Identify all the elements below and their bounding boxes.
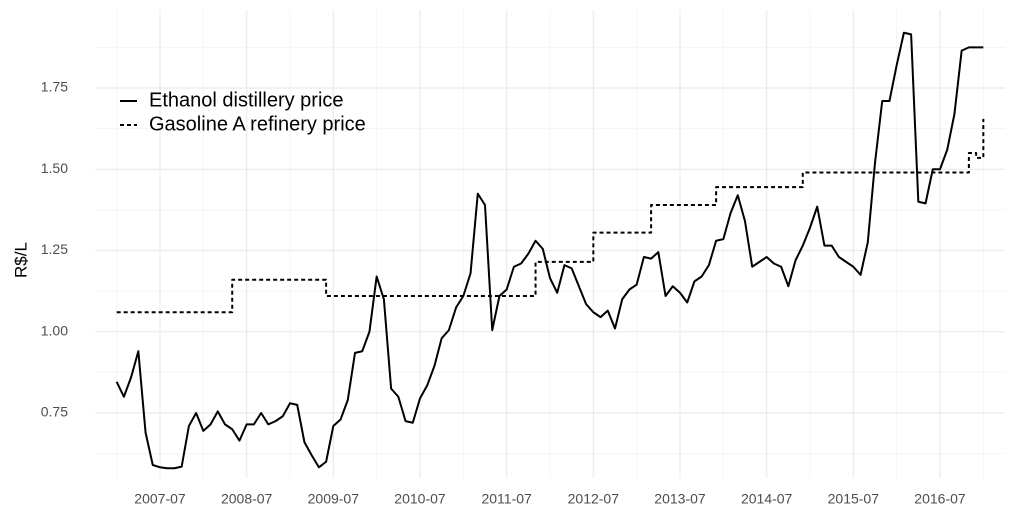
y-tick-label: 0.75 (41, 404, 68, 420)
legend-label: Gasoline A refinery price (149, 113, 366, 135)
y-tick-label: 1.00 (41, 322, 68, 338)
data-line (116, 118, 985, 314)
x-tick-label: 2013-07 (654, 491, 706, 507)
y-tick-label: 1.75 (41, 79, 68, 95)
data-line (115, 31, 984, 470)
x-tick-label: 2011-07 (481, 491, 532, 507)
x-tick-label: 2015-07 (828, 491, 880, 507)
y-axis-label: R$/L (11, 242, 30, 278)
legend-label: Ethanol distillery price (149, 89, 344, 111)
x-tick-label: 2007-07 (134, 491, 186, 507)
x-tick-label: 2016-07 (914, 491, 966, 507)
y-tick-label: 1.50 (41, 160, 68, 176)
x-tick-label: 2012-07 (568, 491, 620, 507)
x-tick-label: 2008-07 (221, 491, 273, 507)
x-tick-label: 2014-07 (741, 491, 793, 507)
y-tick-label: 1.25 (41, 241, 68, 257)
x-tick-label: 2010-07 (394, 491, 446, 507)
x-tick-label: 2009-07 (308, 491, 360, 507)
